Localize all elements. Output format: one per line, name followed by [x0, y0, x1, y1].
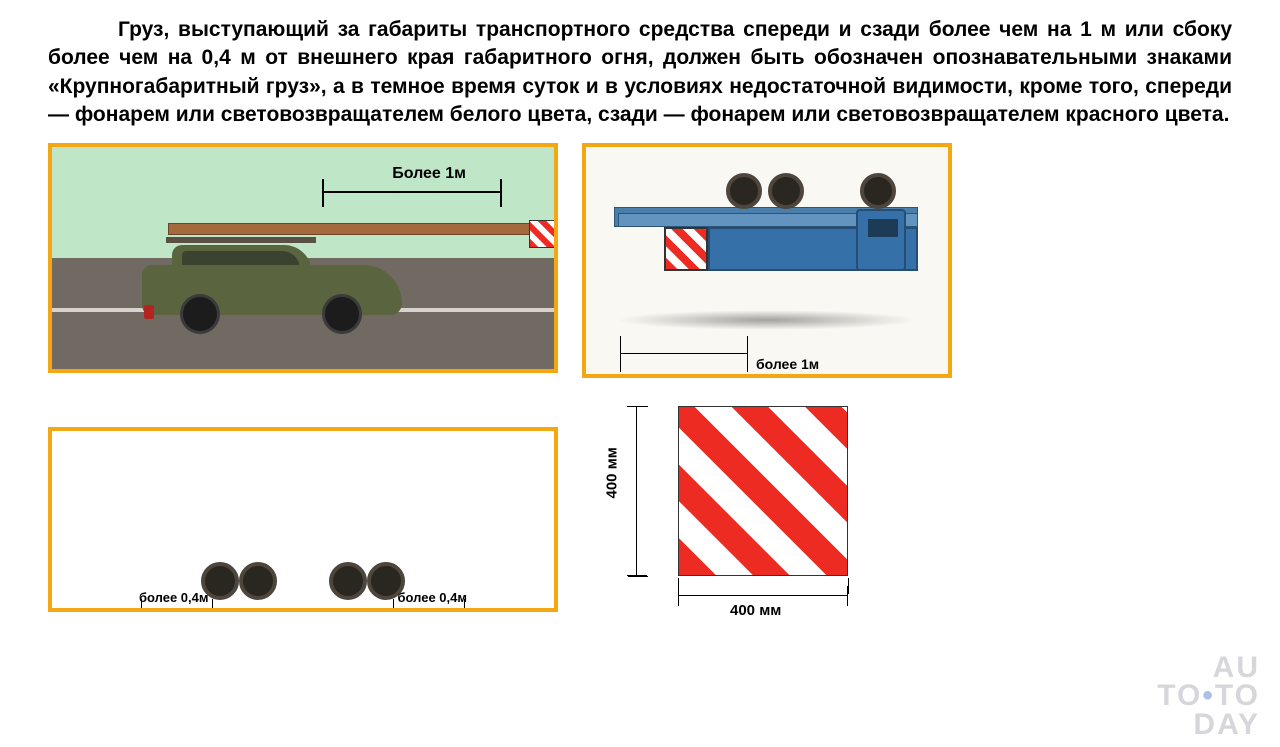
- wheel-icon: [239, 562, 277, 600]
- hazard-sign-spec: 400 мм 400 мм: [618, 402, 898, 612]
- dimension-left-line: [141, 610, 213, 611]
- wheel-icon: [860, 173, 896, 209]
- hazard-sign-large-icon: [678, 406, 848, 576]
- stake: [433, 608, 441, 612]
- stake: [165, 608, 173, 612]
- wheel-icon: [367, 562, 405, 600]
- watermark-line: DAY: [1157, 711, 1260, 740]
- tick: [848, 578, 849, 594]
- dimension-1m-label: Более 1м: [392, 165, 466, 183]
- dimension-vertical-line: [636, 406, 637, 576]
- watermark: AU TO•TO DAY: [1157, 654, 1260, 740]
- wheel-icon: [726, 173, 762, 209]
- dimension-height-label: 400 мм: [604, 447, 621, 498]
- dimension-left-label: более 0,4м: [139, 590, 209, 605]
- wheel-icon: [329, 562, 367, 600]
- dimension-width-label: 400 мм: [730, 602, 781, 619]
- car-scene: Более 1м: [52, 147, 554, 369]
- panel-car-rear-overhang: Более 1м: [48, 143, 558, 373]
- dimension-right-line: [393, 610, 465, 611]
- hazard-sign-icon: [529, 220, 557, 248]
- cargo-plank: [168, 223, 538, 235]
- dimension-horizontal-line: [678, 595, 848, 596]
- truck-front-scene: более 0,4м более 0,4м: [52, 431, 554, 608]
- dimension-1m-line: [620, 353, 748, 354]
- panel-truck-left-overhang: более 1м: [582, 143, 952, 378]
- illustration-panels: Более 1м: [48, 143, 1232, 612]
- truck-scene: более 1м: [586, 147, 948, 374]
- panel-truck-side-overhang: более 0,4м более 0,4м: [48, 427, 558, 612]
- tick: [628, 576, 648, 577]
- dimension-1m-line: [322, 191, 502, 193]
- dimension-1m-label: более 1м: [756, 356, 819, 372]
- hazard-sign-icon: [664, 227, 708, 271]
- roof-rack: [166, 237, 316, 243]
- dimension-right-label: более 0,4м: [398, 590, 468, 605]
- taillight-icon: [144, 305, 154, 319]
- car: [142, 237, 412, 322]
- truck-cab: [856, 209, 906, 271]
- regulation-text: Груз, выступающий за габариты транспортн…: [48, 16, 1232, 129]
- wheel-icon: [201, 562, 239, 600]
- watermark-line: TO•TO: [1157, 682, 1260, 711]
- wheel-icon: [768, 173, 804, 209]
- shadow: [616, 310, 918, 330]
- second-row: более 0,4м более 0,4м: [48, 402, 1232, 612]
- watermark-line: AU: [1157, 654, 1260, 683]
